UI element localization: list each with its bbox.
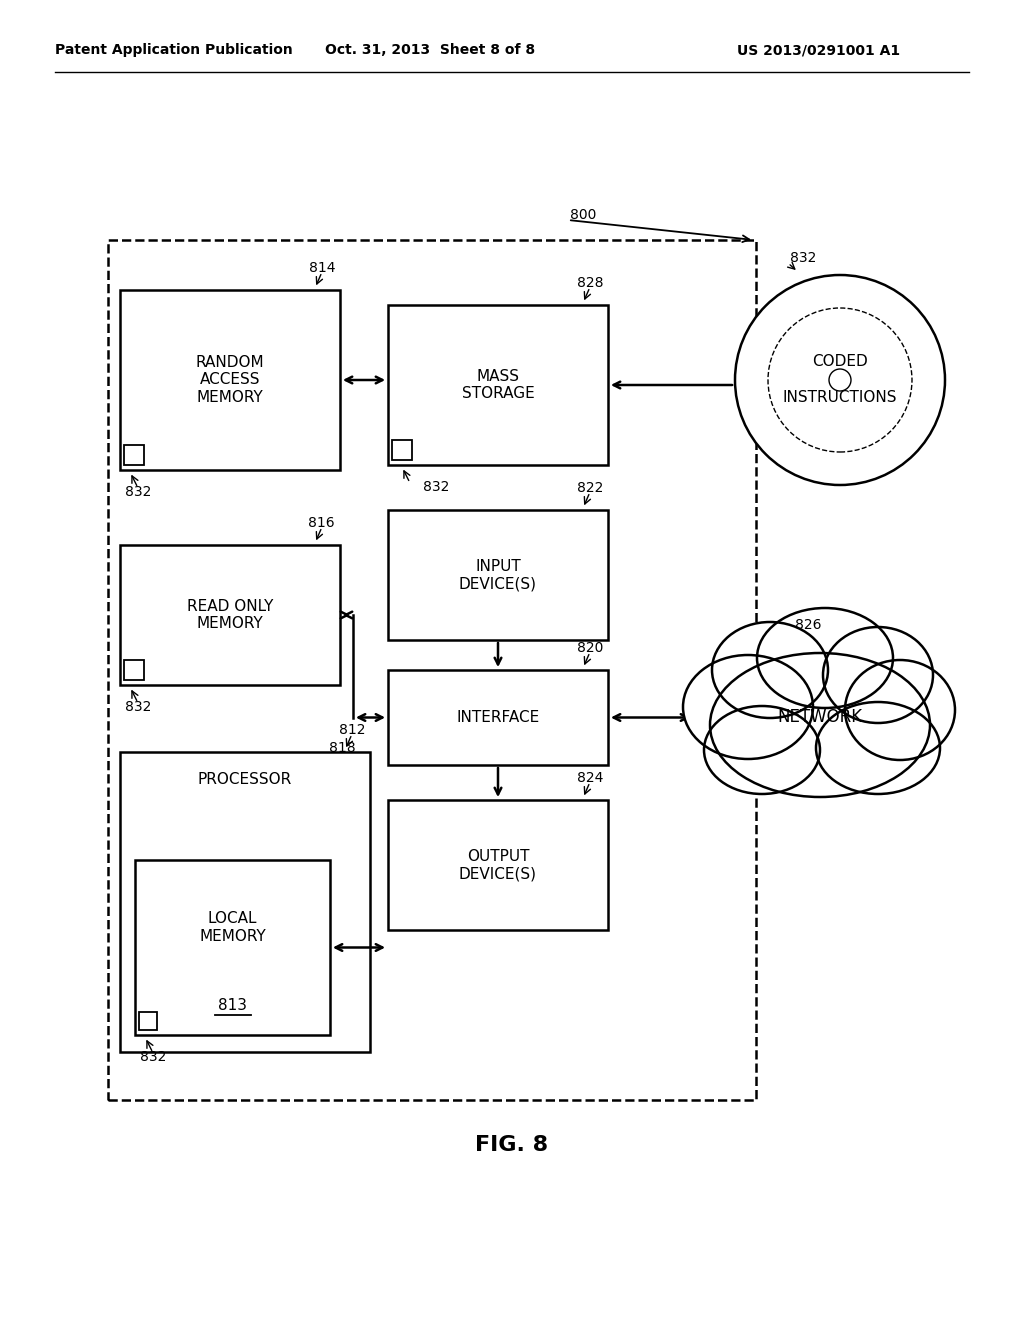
Text: 800: 800 — [570, 209, 596, 222]
Text: 816: 816 — [308, 516, 335, 531]
Text: 820: 820 — [577, 642, 603, 655]
Text: OUTPUT
DEVICE(S): OUTPUT DEVICE(S) — [459, 849, 537, 882]
Ellipse shape — [712, 622, 828, 718]
Bar — [120, 545, 340, 685]
Ellipse shape — [829, 370, 851, 391]
Bar — [124, 445, 144, 465]
Bar — [392, 440, 412, 459]
Ellipse shape — [735, 275, 945, 484]
Bar — [388, 800, 608, 931]
Ellipse shape — [710, 653, 930, 797]
Bar — [124, 660, 144, 680]
Text: PROCESSOR: PROCESSOR — [198, 772, 292, 788]
Bar — [388, 671, 608, 766]
Text: 832: 832 — [125, 700, 152, 714]
Text: CODED: CODED — [812, 355, 868, 370]
Text: 824: 824 — [577, 771, 603, 785]
Text: 812: 812 — [339, 723, 365, 737]
Text: 813: 813 — [218, 998, 247, 1012]
Text: FIG. 8: FIG. 8 — [475, 1135, 549, 1155]
Text: 822: 822 — [577, 480, 603, 495]
Text: US 2013/0291001 A1: US 2013/0291001 A1 — [737, 44, 900, 57]
Text: 828: 828 — [577, 276, 603, 290]
Bar — [135, 861, 330, 1035]
Text: Oct. 31, 2013  Sheet 8 of 8: Oct. 31, 2013 Sheet 8 of 8 — [325, 44, 536, 57]
Bar — [388, 510, 608, 640]
Text: 814: 814 — [308, 261, 335, 275]
Text: INPUT
DEVICE(S): INPUT DEVICE(S) — [459, 558, 537, 591]
Bar — [120, 290, 340, 470]
Ellipse shape — [823, 627, 933, 723]
Ellipse shape — [683, 655, 813, 759]
Text: 832: 832 — [140, 1049, 166, 1064]
Text: 826: 826 — [795, 618, 821, 632]
Bar — [120, 752, 370, 1052]
Ellipse shape — [768, 308, 912, 451]
Ellipse shape — [705, 706, 820, 795]
Text: MASS
STORAGE: MASS STORAGE — [462, 368, 535, 401]
Ellipse shape — [757, 609, 893, 708]
Text: RANDOM
ACCESS
MEMORY: RANDOM ACCESS MEMORY — [196, 355, 264, 405]
Text: LOCAL
MEMORY: LOCAL MEMORY — [199, 911, 266, 944]
Text: 818: 818 — [330, 741, 356, 755]
Text: 832: 832 — [790, 251, 816, 265]
Text: INSTRUCTIONS: INSTRUCTIONS — [782, 391, 897, 405]
Ellipse shape — [845, 660, 955, 760]
Text: INTERFACE: INTERFACE — [457, 710, 540, 725]
Text: NETWORK: NETWORK — [777, 708, 862, 726]
Text: 832: 832 — [423, 480, 450, 494]
Bar — [388, 305, 608, 465]
Text: 832: 832 — [125, 484, 152, 499]
Text: READ ONLY
MEMORY: READ ONLY MEMORY — [186, 599, 273, 631]
Text: Patent Application Publication: Patent Application Publication — [55, 44, 293, 57]
Ellipse shape — [816, 702, 940, 795]
Bar — [139, 1012, 157, 1030]
Bar — [108, 240, 756, 1100]
